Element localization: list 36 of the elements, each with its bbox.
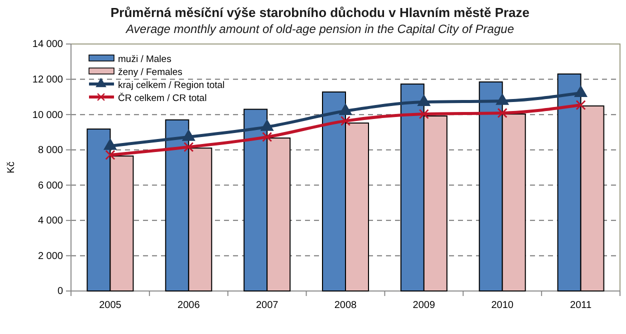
legend-label: kraj celkem / Region total <box>118 80 225 91</box>
y-tick-label: 2 000 <box>38 250 64 262</box>
x-tick-label: 2009 <box>412 300 436 312</box>
x-tick-label: 2005 <box>99 300 122 312</box>
chart-title: Průměrná měsíční výše starobního důchodu v Hlavním městě Praze <box>110 5 530 20</box>
chart-subtitle: Average monthly amount of old-age pension in the Capital City of Prague <box>124 22 514 36</box>
y-tick-label: 14 000 <box>32 39 64 50</box>
y-tick-label: 10 000 <box>32 110 64 121</box>
point <box>418 94 430 106</box>
point <box>182 130 196 141</box>
point <box>576 100 586 110</box>
point <box>260 120 274 131</box>
legend-label: ženy / Females <box>118 67 183 78</box>
point <box>104 138 117 150</box>
point <box>262 132 272 142</box>
point <box>105 150 116 160</box>
point <box>339 104 352 115</box>
point <box>340 116 351 126</box>
point <box>496 94 509 105</box>
x-tick-label: 2010 <box>491 300 514 312</box>
point <box>184 142 194 152</box>
y-tick-label: 4 000 <box>38 216 64 227</box>
y-axis-title: Kč <box>6 162 17 174</box>
x-tick-label: 2011 <box>570 300 592 312</box>
point <box>497 108 508 118</box>
y-tick-label: 6 000 <box>38 180 64 192</box>
y-tick-label: 0 <box>57 286 64 298</box>
legend-label: muži / Males <box>118 54 172 65</box>
x-tick-label: 2007 <box>256 300 279 312</box>
x-tick-label: 2008 <box>334 300 358 312</box>
y-tick-label: 12 000 <box>32 74 64 86</box>
y-tick-label: 8 000 <box>38 145 64 156</box>
point <box>574 86 588 97</box>
legend-label: ČR celkem / CR total <box>118 92 207 104</box>
point <box>418 108 429 120</box>
x-tick-label: 2006 <box>178 300 200 312</box>
